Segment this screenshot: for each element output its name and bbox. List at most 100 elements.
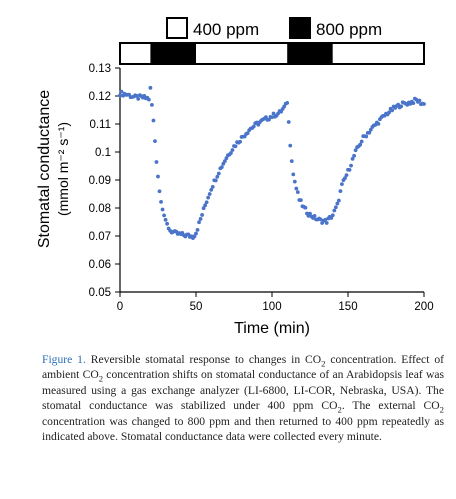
data-point: [294, 186, 299, 191]
data-point: [271, 111, 276, 116]
data-point: [390, 108, 394, 113]
stomatal-conductance-chart: 400 ppm 800 ppm 0.050.060.070.080.090.10…: [36, 17, 434, 337]
data-point: [350, 156, 355, 161]
caption-text-1: Reversible stomatal response to changes …: [85, 353, 322, 366]
caption-text-2: concentration. Effect of ambient CO: [42, 353, 444, 382]
data-point: [233, 144, 238, 149]
data-point: [245, 131, 250, 135]
legend: 400 ppm 800 ppm: [166, 17, 382, 39]
data-point: [270, 115, 274, 120]
legend-400ppm-label: 400 ppm: [193, 20, 259, 39]
data-point: [162, 213, 166, 218]
y-tick-label: 0.06: [89, 259, 111, 271]
data-point: [399, 104, 404, 109]
data-point: [192, 234, 197, 239]
y-tick-label: 0.11: [89, 119, 111, 131]
data-point: [288, 143, 293, 148]
data-point: [210, 185, 215, 189]
data-points: [118, 85, 426, 241]
data-point: [358, 142, 363, 147]
data-point: [156, 174, 160, 179]
caption-sub-2: 2: [98, 373, 104, 384]
figure-caption: Figure 1. Reversible stomatal response t…: [42, 352, 444, 444]
data-point: [292, 179, 297, 184]
data-point: [335, 201, 340, 206]
data-point: [333, 205, 338, 210]
caption-text-5: concentration was changed to 800 ppm and…: [42, 414, 444, 444]
data-point: [251, 124, 256, 129]
data-point: [417, 98, 422, 103]
data-point: [200, 213, 204, 217]
data-point: [194, 231, 198, 236]
data-point: [323, 217, 328, 222]
data-point: [195, 227, 200, 232]
data-point: [215, 174, 220, 179]
data-point: [209, 187, 214, 192]
caption-sub-1: 2: [321, 358, 326, 369]
co2-segment-2: [196, 43, 288, 64]
y-tick-label: 0.07: [89, 231, 111, 243]
data-point: [201, 206, 206, 211]
y-axis-label-line1: Stomatal conductance: [36, 90, 53, 248]
data-point: [213, 178, 218, 183]
data-point: [148, 85, 153, 90]
data-point: [387, 110, 391, 115]
data-point: [160, 207, 165, 212]
x-tick-label: 50: [190, 301, 203, 313]
axes: 0.05 0.06 0.07 0.08 0.09 0.1 0.11 0.12 0.13 0 50 10…: [89, 63, 434, 313]
data-point: [396, 102, 401, 107]
y-tick-label: 0.05: [89, 287, 111, 299]
data-point: [151, 118, 156, 123]
data-point: [197, 220, 201, 225]
legend-400ppm-swatch: [166, 17, 188, 39]
data-point: [368, 127, 373, 132]
data-point: [298, 198, 303, 203]
data-point: [219, 165, 224, 170]
data-point: [207, 192, 212, 196]
caption-text-4: . The external CO: [341, 399, 440, 413]
y-tick-label: 0.09: [89, 175, 111, 187]
figure-label: Figure 1.: [42, 353, 86, 366]
data-point: [119, 89, 124, 94]
y-tick-label: 0.12: [89, 91, 111, 103]
data-point: [163, 217, 168, 222]
co2-segment-0: [120, 43, 151, 64]
y-tick-label: 0.13: [89, 63, 111, 75]
data-point: [146, 97, 151, 102]
legend-800ppm-swatch: [289, 17, 311, 39]
data-point: [118, 93, 122, 98]
x-tick-label: 200: [414, 301, 433, 313]
caption-sub-3: 2: [337, 404, 342, 415]
data-point: [318, 217, 323, 222]
data-point: [204, 200, 209, 205]
co2-segment-1: [150, 43, 196, 64]
data-point: [303, 205, 308, 210]
data-point: [364, 134, 369, 139]
data-point: [295, 190, 300, 195]
x-tick-label: 0: [117, 301, 123, 313]
data-point: [376, 122, 381, 126]
data-point: [312, 213, 317, 218]
data-point: [338, 189, 343, 194]
y-axis-label: Stomatal conductance (mmol m⁻² s⁻¹): [36, 90, 71, 248]
x-tick-label: 150: [338, 301, 357, 313]
data-point: [222, 159, 227, 164]
data-point: [154, 160, 159, 164]
data-point: [229, 151, 233, 155]
data-point: [230, 148, 235, 152]
data-point: [198, 217, 203, 221]
data-point: [157, 189, 162, 194]
data-point: [353, 148, 358, 153]
data-point: [330, 213, 335, 218]
data-point: [159, 199, 163, 204]
data-point: [238, 139, 242, 144]
data-point: [289, 159, 294, 163]
data-point: [216, 171, 221, 176]
data-point: [347, 167, 352, 172]
data-point: [150, 102, 154, 107]
data-point: [340, 182, 344, 187]
data-point: [153, 139, 157, 144]
co2-segment-3: [287, 43, 333, 64]
co2-bar-frame: [119, 42, 425, 65]
co2-segment-4: [332, 43, 424, 64]
